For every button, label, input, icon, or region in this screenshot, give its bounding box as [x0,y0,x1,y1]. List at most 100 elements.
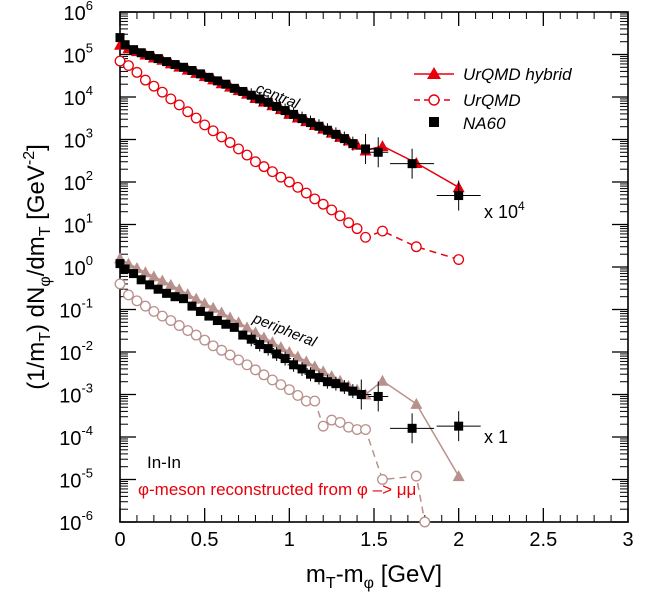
point-peripheral-urqmd [377,474,388,485]
y-tick-label: 103 [64,126,93,153]
point-peripheral-na60 [289,360,299,370]
legend-entry-na60: NA60 [429,114,506,133]
point-peripheral-urqmd [165,315,177,326]
point-central-na60 [129,45,139,55]
point-central-urqmd [199,119,211,131]
point-central-urqmd [377,225,388,237]
point-peripheral-urqmd [148,305,160,317]
point-peripheral-urqmd [131,295,143,307]
y-tick-label: 101 [64,211,93,238]
point-central-na60 [170,60,180,70]
point-peripheral-na60 [348,386,358,396]
point-peripheral-na60 [115,259,125,269]
point-peripheral-na60 [187,301,197,311]
x-tick-label: 2.5 [529,529,557,551]
point-peripheral-na60 [322,377,332,387]
point-central-urqmd [258,161,270,173]
point-central-urqmd [275,171,287,183]
point-central-urqmd [114,55,126,67]
point-peripheral-urqmd [216,344,228,356]
point-central-na60 [407,159,417,169]
point-peripheral-urqmd-hybrid [300,355,313,367]
x-tick-label: 0.5 [191,529,219,551]
point-peripheral-urqmd [182,325,194,336]
point-peripheral-urqmd-hybrid [173,283,186,295]
system-label: In-In [147,453,181,472]
point-peripheral-urqmd-hybrid [190,292,203,304]
point-peripheral-na60 [255,340,265,350]
point-peripheral-urqmd [266,374,278,386]
point-peripheral-na60 [145,280,155,290]
legend: UrQMD hybrid UrQMD NA60 [414,65,572,133]
point-central-na60 [272,101,282,111]
point-peripheral-na60 [179,294,188,304]
y-tick-label: 104 [64,83,93,110]
point-peripheral-na60 [297,364,307,374]
point-peripheral-na60 [129,269,139,279]
point-central-urqmd [410,241,422,253]
point-peripheral-na60 [212,316,222,326]
point-peripheral-urqmd-hybrid [147,270,160,282]
point-central-na60 [322,125,332,135]
point-peripheral-na60 [229,322,239,332]
point-peripheral-na60 [246,334,256,344]
legend-entry-urqmd-hybrid: UrQMD hybrid [414,65,572,84]
point-peripheral-urqmd-hybrid [139,266,152,278]
point-peripheral-na60 [306,369,315,379]
point-central-na60 [153,54,163,64]
point-central-urqmd [182,106,194,118]
y-tick-label: 106 [64,0,93,25]
point-peripheral-urqmd [241,359,253,371]
point-central-na60 [339,134,349,144]
point-peripheral-urqmd [224,349,236,361]
point-peripheral-urqmd [250,364,261,376]
point-central-na60 [361,144,371,154]
y-tick-label: 100 [64,253,93,280]
point-peripheral-urqmd [275,379,287,391]
plot-frame [119,11,629,523]
point-central-na60 [195,69,205,79]
point-peripheral-urqmd-hybrid [241,321,253,333]
point-peripheral-na60 [272,349,282,359]
point-central-urqmd [139,74,151,86]
point-peripheral-na60 [280,354,290,364]
point-central-urqmd [123,60,134,71]
point-peripheral-urqmd-hybrid [291,350,304,362]
point-central-urqmd [334,210,346,222]
x-tick-label: 0 [114,529,125,551]
point-peripheral-na60 [314,373,324,383]
point-central-na60 [297,114,307,124]
point-central-na60 [238,86,248,96]
y-tick-label: 102 [64,168,93,195]
point-peripheral-urqmd-hybrid [224,311,237,323]
y-tick-label: 10-5 [59,466,93,493]
point-central-urqmd [300,187,312,199]
point-peripheral-urqmd-hybrid [308,360,321,372]
point-central-urqmd [224,137,236,148]
point-peripheral-urqmd [233,354,244,366]
series-layer [114,33,481,528]
point-central-na60 [136,48,146,58]
point-central-urqmd [233,143,244,155]
x-axis-label: mT-mφ [GeV] [306,561,442,592]
point-central-na60 [212,76,222,86]
point-central-na60 [179,62,188,72]
point-peripheral-urqmd [292,389,304,401]
point-central-na60 [280,106,290,116]
point-peripheral-na60 [339,382,349,392]
point-central-urqmd [148,80,160,92]
point-peripheral-urqmd [283,384,295,396]
point-central-na60 [246,90,256,100]
point-central-urqmd [216,131,228,143]
point-peripheral-urqmd [419,516,431,528]
point-central-na60 [263,97,273,107]
y-tick-label: 10-3 [59,381,93,408]
point-central-urqmd [266,166,278,178]
point-peripheral-urqmd-hybrid [376,374,389,386]
point-peripheral-na60 [356,390,366,399]
point-peripheral-urqmd [360,424,371,435]
point-central-urqmd [207,125,219,137]
scale-label-central: x 104 [484,199,525,222]
point-peripheral-urqmd [114,278,126,290]
